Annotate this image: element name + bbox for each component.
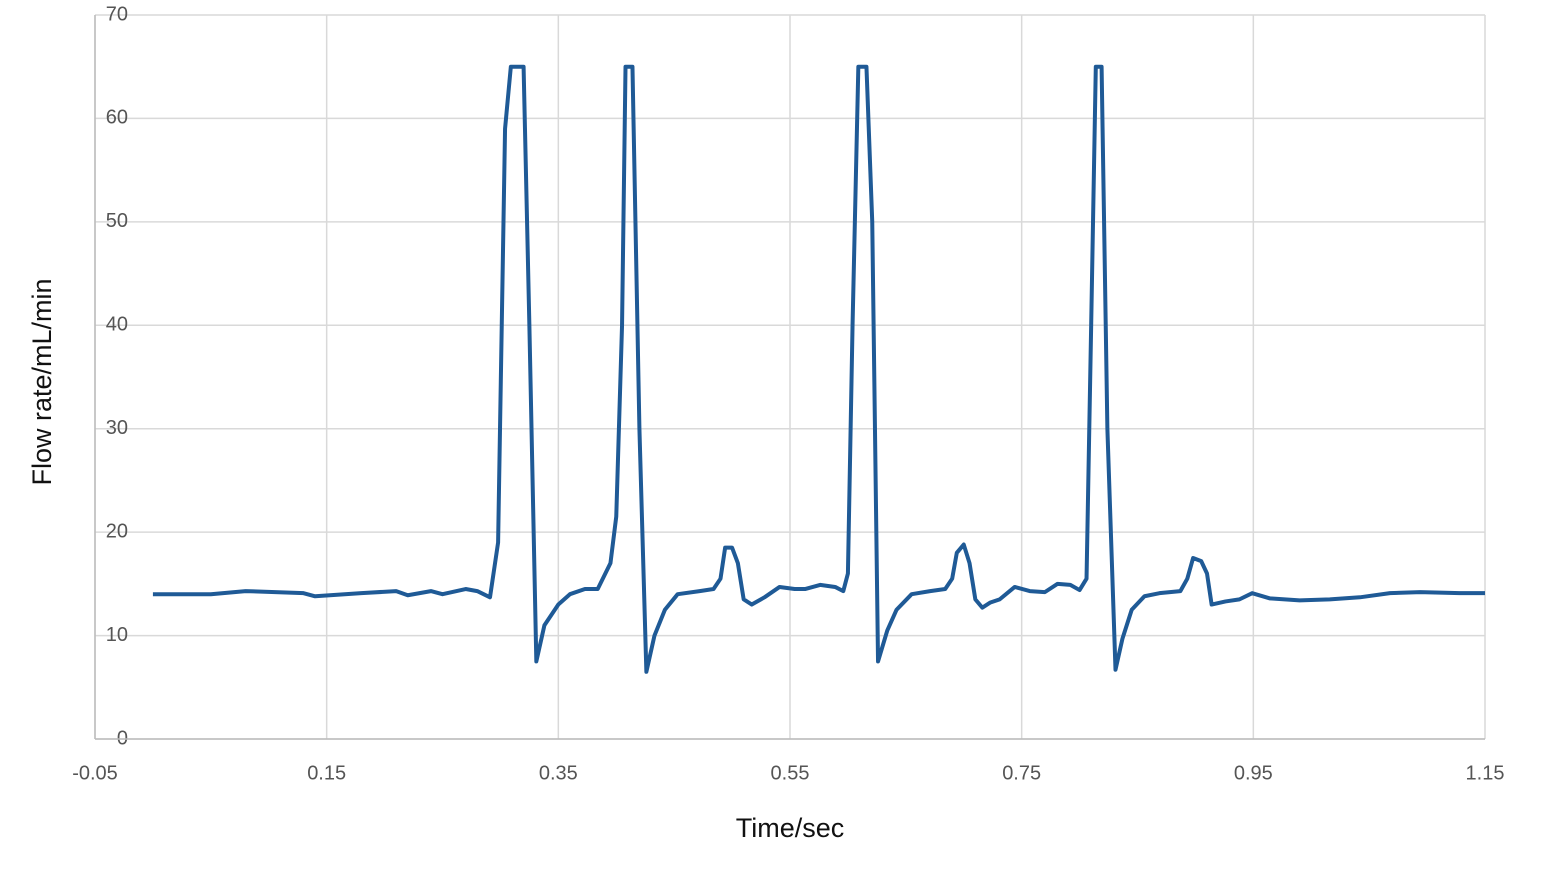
x-tick-label: -0.05 (72, 762, 118, 784)
x-axis-label: Time/sec (736, 813, 845, 843)
x-tick-label: 1.15 (1466, 762, 1505, 784)
y-tick-label: 70 (106, 3, 128, 25)
y-tick-label: 10 (106, 624, 128, 646)
data-line (152, 64, 1485, 674)
y-tick-label: 50 (106, 210, 128, 232)
y-axis-label: Flow rate/mL/min (27, 278, 57, 485)
x-tick-label: 0.35 (539, 762, 578, 784)
y-tick-label: 30 (106, 417, 128, 439)
x-tick-label: 0.15 (307, 762, 346, 784)
x-tick-label: 0.95 (1234, 762, 1273, 784)
x-tick-label: 0.55 (771, 762, 810, 784)
y-tick-label: 40 (106, 314, 128, 336)
y-tick-label: 20 (106, 520, 128, 542)
y-tick-label: 60 (106, 107, 128, 129)
x-tick-label: 0.75 (1002, 762, 1041, 784)
